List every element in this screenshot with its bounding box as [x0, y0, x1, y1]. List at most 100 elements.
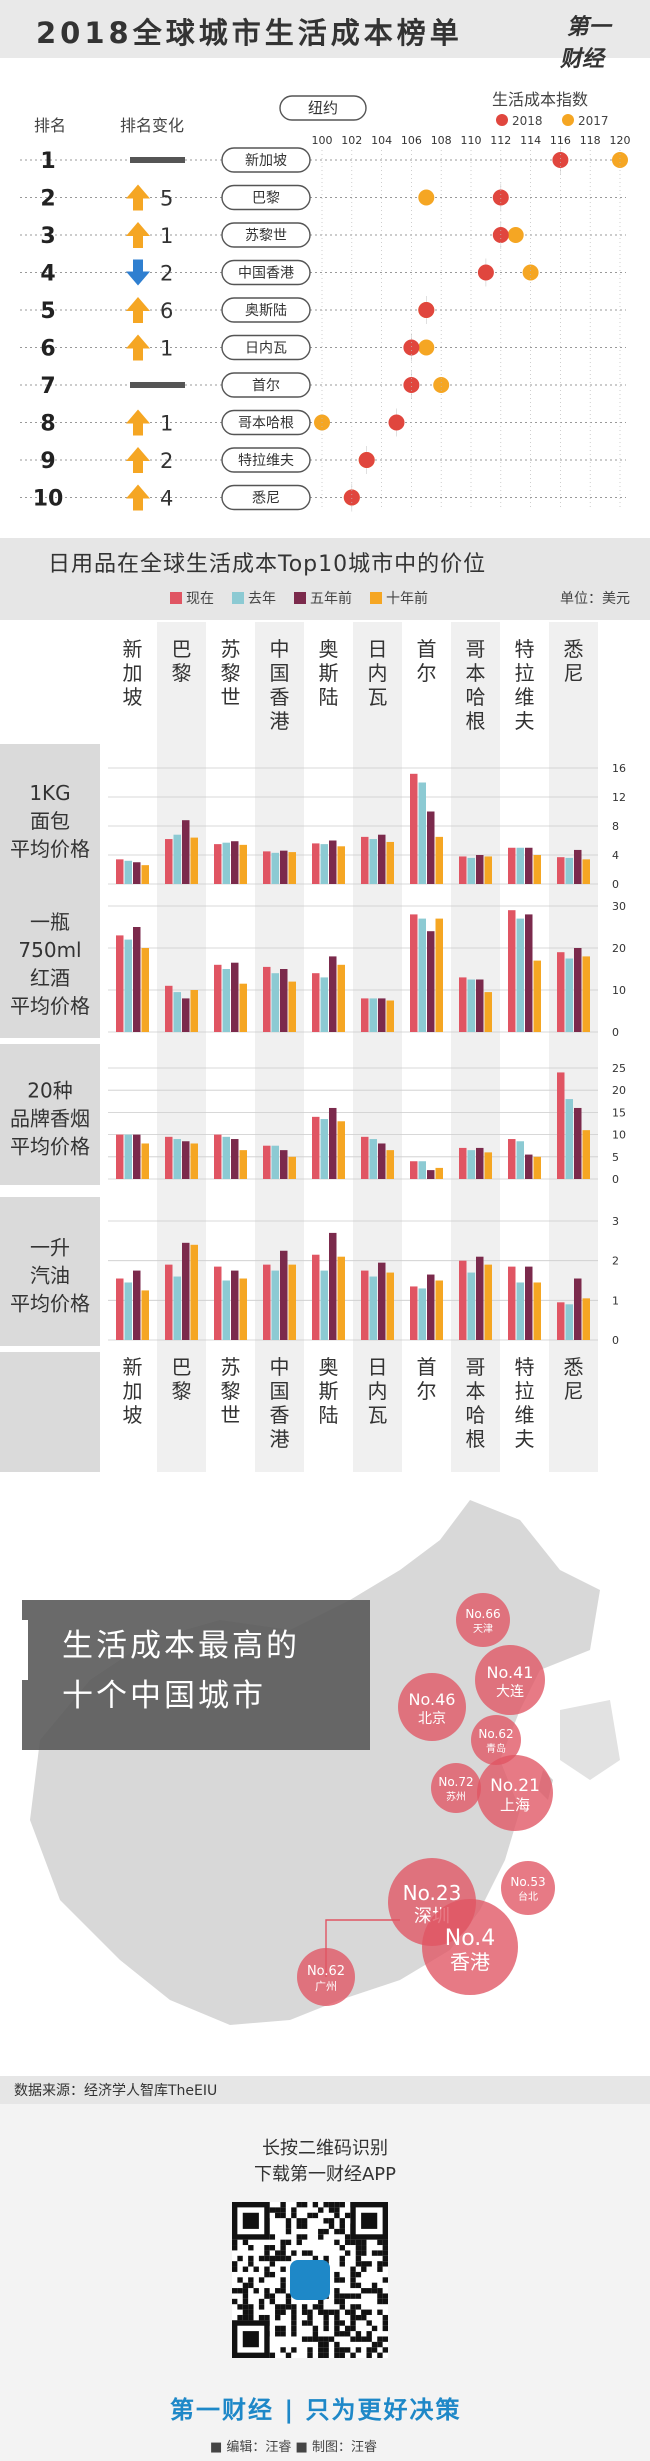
- city-chip: [221, 409, 311, 436]
- baseline-chip-label: 纽约: [308, 99, 338, 117]
- category-label-top: 日: [368, 637, 388, 661]
- qr-module: [264, 2293, 270, 2299]
- rank-change-value: 4: [160, 487, 173, 511]
- bar: [182, 1242, 190, 1340]
- qr-module: [258, 2304, 265, 2310]
- city-bubble: [422, 1899, 518, 1995]
- qr-module: [382, 2320, 388, 2326]
- qr-module: [285, 2293, 292, 2299]
- category-label-bottom: 坡: [123, 1403, 143, 1427]
- qr-module: [248, 2309, 254, 2315]
- qr-module: [339, 2293, 345, 2299]
- qr-module: [382, 2261, 388, 2267]
- category-label-top: 本: [466, 661, 486, 685]
- x-tick-label: 116: [550, 134, 571, 147]
- category-label-bottom: 斯: [319, 1379, 339, 1403]
- qr-module: [339, 2331, 345, 2337]
- bar: [565, 857, 573, 884]
- category-label-bottom: 本: [466, 1379, 486, 1403]
- qr-module: [334, 2352, 340, 2358]
- qr-module: [269, 2234, 276, 2240]
- bar: [533, 1156, 541, 1179]
- bar: [124, 939, 132, 1032]
- qr-module: [312, 2202, 319, 2208]
- category-label-bottom: 哈: [466, 1403, 486, 1427]
- qr-module: [361, 2288, 367, 2294]
- qr-module: [237, 2314, 243, 2321]
- qr-module: [377, 2298, 383, 2305]
- point-2018: [477, 264, 494, 281]
- qr-module: [248, 2314, 254, 2321]
- bar: [182, 998, 190, 1032]
- bar: [427, 1170, 435, 1179]
- bar: [239, 983, 247, 1032]
- down-arrow-icon: [126, 259, 150, 286]
- rank-number: 9: [40, 449, 55, 474]
- qr-module: [275, 2309, 281, 2315]
- x-tick-label: 114: [520, 134, 541, 147]
- rank-column-header: 排名: [34, 116, 67, 135]
- map-title-accent: [22, 1620, 28, 1680]
- qr-module: [318, 2352, 324, 2358]
- qr-module: [344, 2234, 351, 2240]
- bar: [386, 1272, 394, 1340]
- qr-module: [323, 2320, 329, 2326]
- category-label-top: 国: [270, 661, 290, 685]
- qr-module: [312, 2325, 319, 2332]
- bar: [239, 1278, 247, 1340]
- map-title-box: [22, 1600, 370, 1750]
- legend-2017-dot: [562, 114, 574, 126]
- bar: [369, 1276, 377, 1340]
- brand-logo: 第一财经: [558, 14, 616, 72]
- point-2017: [418, 339, 435, 356]
- qr-module: [350, 2239, 356, 2246]
- bar: [565, 958, 573, 1032]
- qr-module: [355, 2314, 362, 2321]
- qr-module: [237, 2277, 243, 2283]
- qr-module: [328, 2336, 335, 2342]
- qr-module: [377, 2309, 383, 2315]
- bar: [484, 1264, 492, 1340]
- qr-module: [323, 2347, 329, 2353]
- qr-module: [366, 2320, 372, 2326]
- city-name: 悉尼: [252, 491, 280, 507]
- qr-module: [334, 2325, 340, 2332]
- bar: [320, 977, 328, 1032]
- bar: [427, 1274, 435, 1340]
- qr-module: [318, 2304, 324, 2310]
- city-bubble-name: 天津: [473, 1623, 493, 1635]
- qr-module: [269, 2261, 276, 2267]
- bar: [141, 865, 149, 884]
- qr-module: [344, 2239, 351, 2246]
- panel-label-line: 1KG: [29, 781, 70, 805]
- bar: [467, 1150, 475, 1179]
- qr-module: [307, 2314, 313, 2321]
- qr-code[interactable]: [232, 2202, 388, 2358]
- qr-module: [323, 2352, 329, 2358]
- qr-module: [323, 2202, 329, 2208]
- qr-module: [323, 2218, 329, 2224]
- qr-module: [323, 2336, 329, 2342]
- credits: ■ 编辑：汪睿 ■ 制图：汪睿: [210, 2440, 377, 2455]
- category-label-bottom: 巴: [172, 1355, 192, 1379]
- qr-module: [366, 2347, 372, 2353]
- qr-module: [264, 2266, 270, 2272]
- qr-module: [280, 2250, 286, 2256]
- y-tick-label: 20: [612, 942, 626, 955]
- category-label-top: 香: [270, 685, 290, 709]
- qr-module: [285, 2228, 292, 2235]
- city-rank: No.66: [465, 1607, 500, 1621]
- qr-module: [269, 2255, 276, 2262]
- point-2018: [358, 452, 375, 468]
- bar: [574, 948, 582, 1032]
- qr-module: [312, 2212, 319, 2219]
- bar: [133, 1270, 141, 1340]
- qr-module: [280, 2245, 286, 2251]
- qr-module: [350, 2304, 356, 2310]
- qr-module: [355, 2304, 362, 2310]
- qr-module: [339, 2218, 345, 2224]
- qr-module: [323, 2309, 329, 2315]
- panel-label-line: 汽油: [30, 1264, 70, 1288]
- bar: [574, 1107, 582, 1179]
- qr-module: [301, 2309, 308, 2315]
